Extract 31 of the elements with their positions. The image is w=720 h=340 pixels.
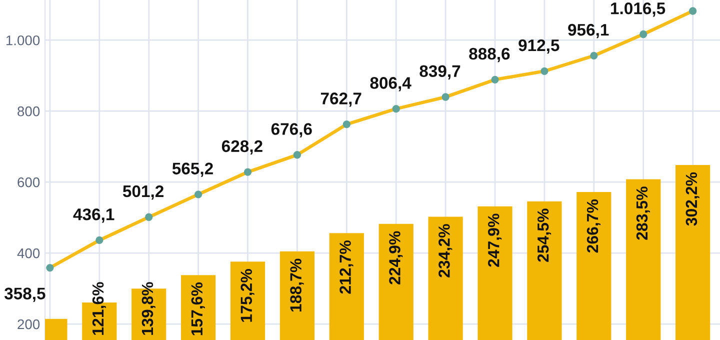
data-label: 912,5 [518,39,560,54]
data-label: 247,9% [488,214,502,267]
data-label: 234,2% [438,224,452,278]
data-label: 956,1 [568,24,609,38]
data-label: 839,7 [420,65,460,80]
data-label: 157,6% [191,282,205,336]
data-label: 188,7% [290,258,304,312]
data-label: 501,2 [122,185,164,200]
data-label: 212,7% [340,240,354,294]
y-tick-label: 600 [18,177,40,188]
data-label: 302,2% [686,172,700,226]
data-label: 436,1 [73,208,114,223]
y-tick-label: 800 [18,106,40,116]
data-label: 358,5 [4,288,46,302]
y-tick-label: 1.000 [6,35,40,46]
data-label: 266,7% [586,199,601,253]
data-label: 175,2% [240,269,254,322]
data-label: 254,5% [537,208,552,262]
data-label: 888,6 [469,48,510,62]
data-label: 762,7 [320,92,362,107]
data-label: 676,6 [271,123,312,138]
y-tick-label: 400 [17,248,40,258]
data-label: 628,2 [222,140,262,155]
data-label: 806,4 [370,77,412,92]
data-label: 283,5% [636,186,650,240]
data-label: 1.016,5 [611,2,666,17]
data-label: 139,8% [142,282,156,335]
y-tick-label: 200 [18,319,40,330]
data-label: 565,2 [172,162,213,177]
data-label: 224,9% [389,231,403,284]
data-label: 121,6% [92,282,106,335]
